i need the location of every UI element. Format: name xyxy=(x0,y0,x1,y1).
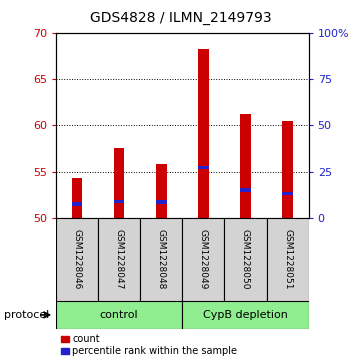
Bar xyxy=(182,218,225,301)
Text: GSM1228046: GSM1228046 xyxy=(73,229,82,290)
Bar xyxy=(72,202,82,205)
Text: GSM1228049: GSM1228049 xyxy=(199,229,208,290)
Bar xyxy=(240,114,251,218)
Bar xyxy=(114,200,125,203)
Bar xyxy=(266,218,309,301)
Text: CypB depletion: CypB depletion xyxy=(203,310,288,320)
Bar xyxy=(140,218,182,301)
Bar xyxy=(240,188,251,192)
Text: control: control xyxy=(100,310,138,320)
Bar xyxy=(225,218,266,301)
Bar xyxy=(98,218,140,301)
Bar xyxy=(72,178,82,218)
Bar xyxy=(156,164,166,218)
Bar xyxy=(56,301,182,329)
Bar xyxy=(114,148,125,218)
Bar xyxy=(198,49,209,218)
Text: GSM1228051: GSM1228051 xyxy=(283,229,292,290)
Legend: count, percentile rank within the sample: count, percentile rank within the sample xyxy=(61,334,238,356)
Text: GSM1228048: GSM1228048 xyxy=(157,229,166,290)
Bar xyxy=(198,166,209,170)
Text: GSM1228050: GSM1228050 xyxy=(241,229,250,290)
Text: GSM1228047: GSM1228047 xyxy=(115,229,123,290)
Bar xyxy=(156,200,166,204)
Bar xyxy=(56,218,98,301)
Bar xyxy=(182,301,309,329)
Bar xyxy=(282,192,293,195)
Text: GDS4828 / ILMN_2149793: GDS4828 / ILMN_2149793 xyxy=(90,11,271,25)
Text: protocol: protocol xyxy=(4,310,49,320)
Bar xyxy=(282,121,293,218)
